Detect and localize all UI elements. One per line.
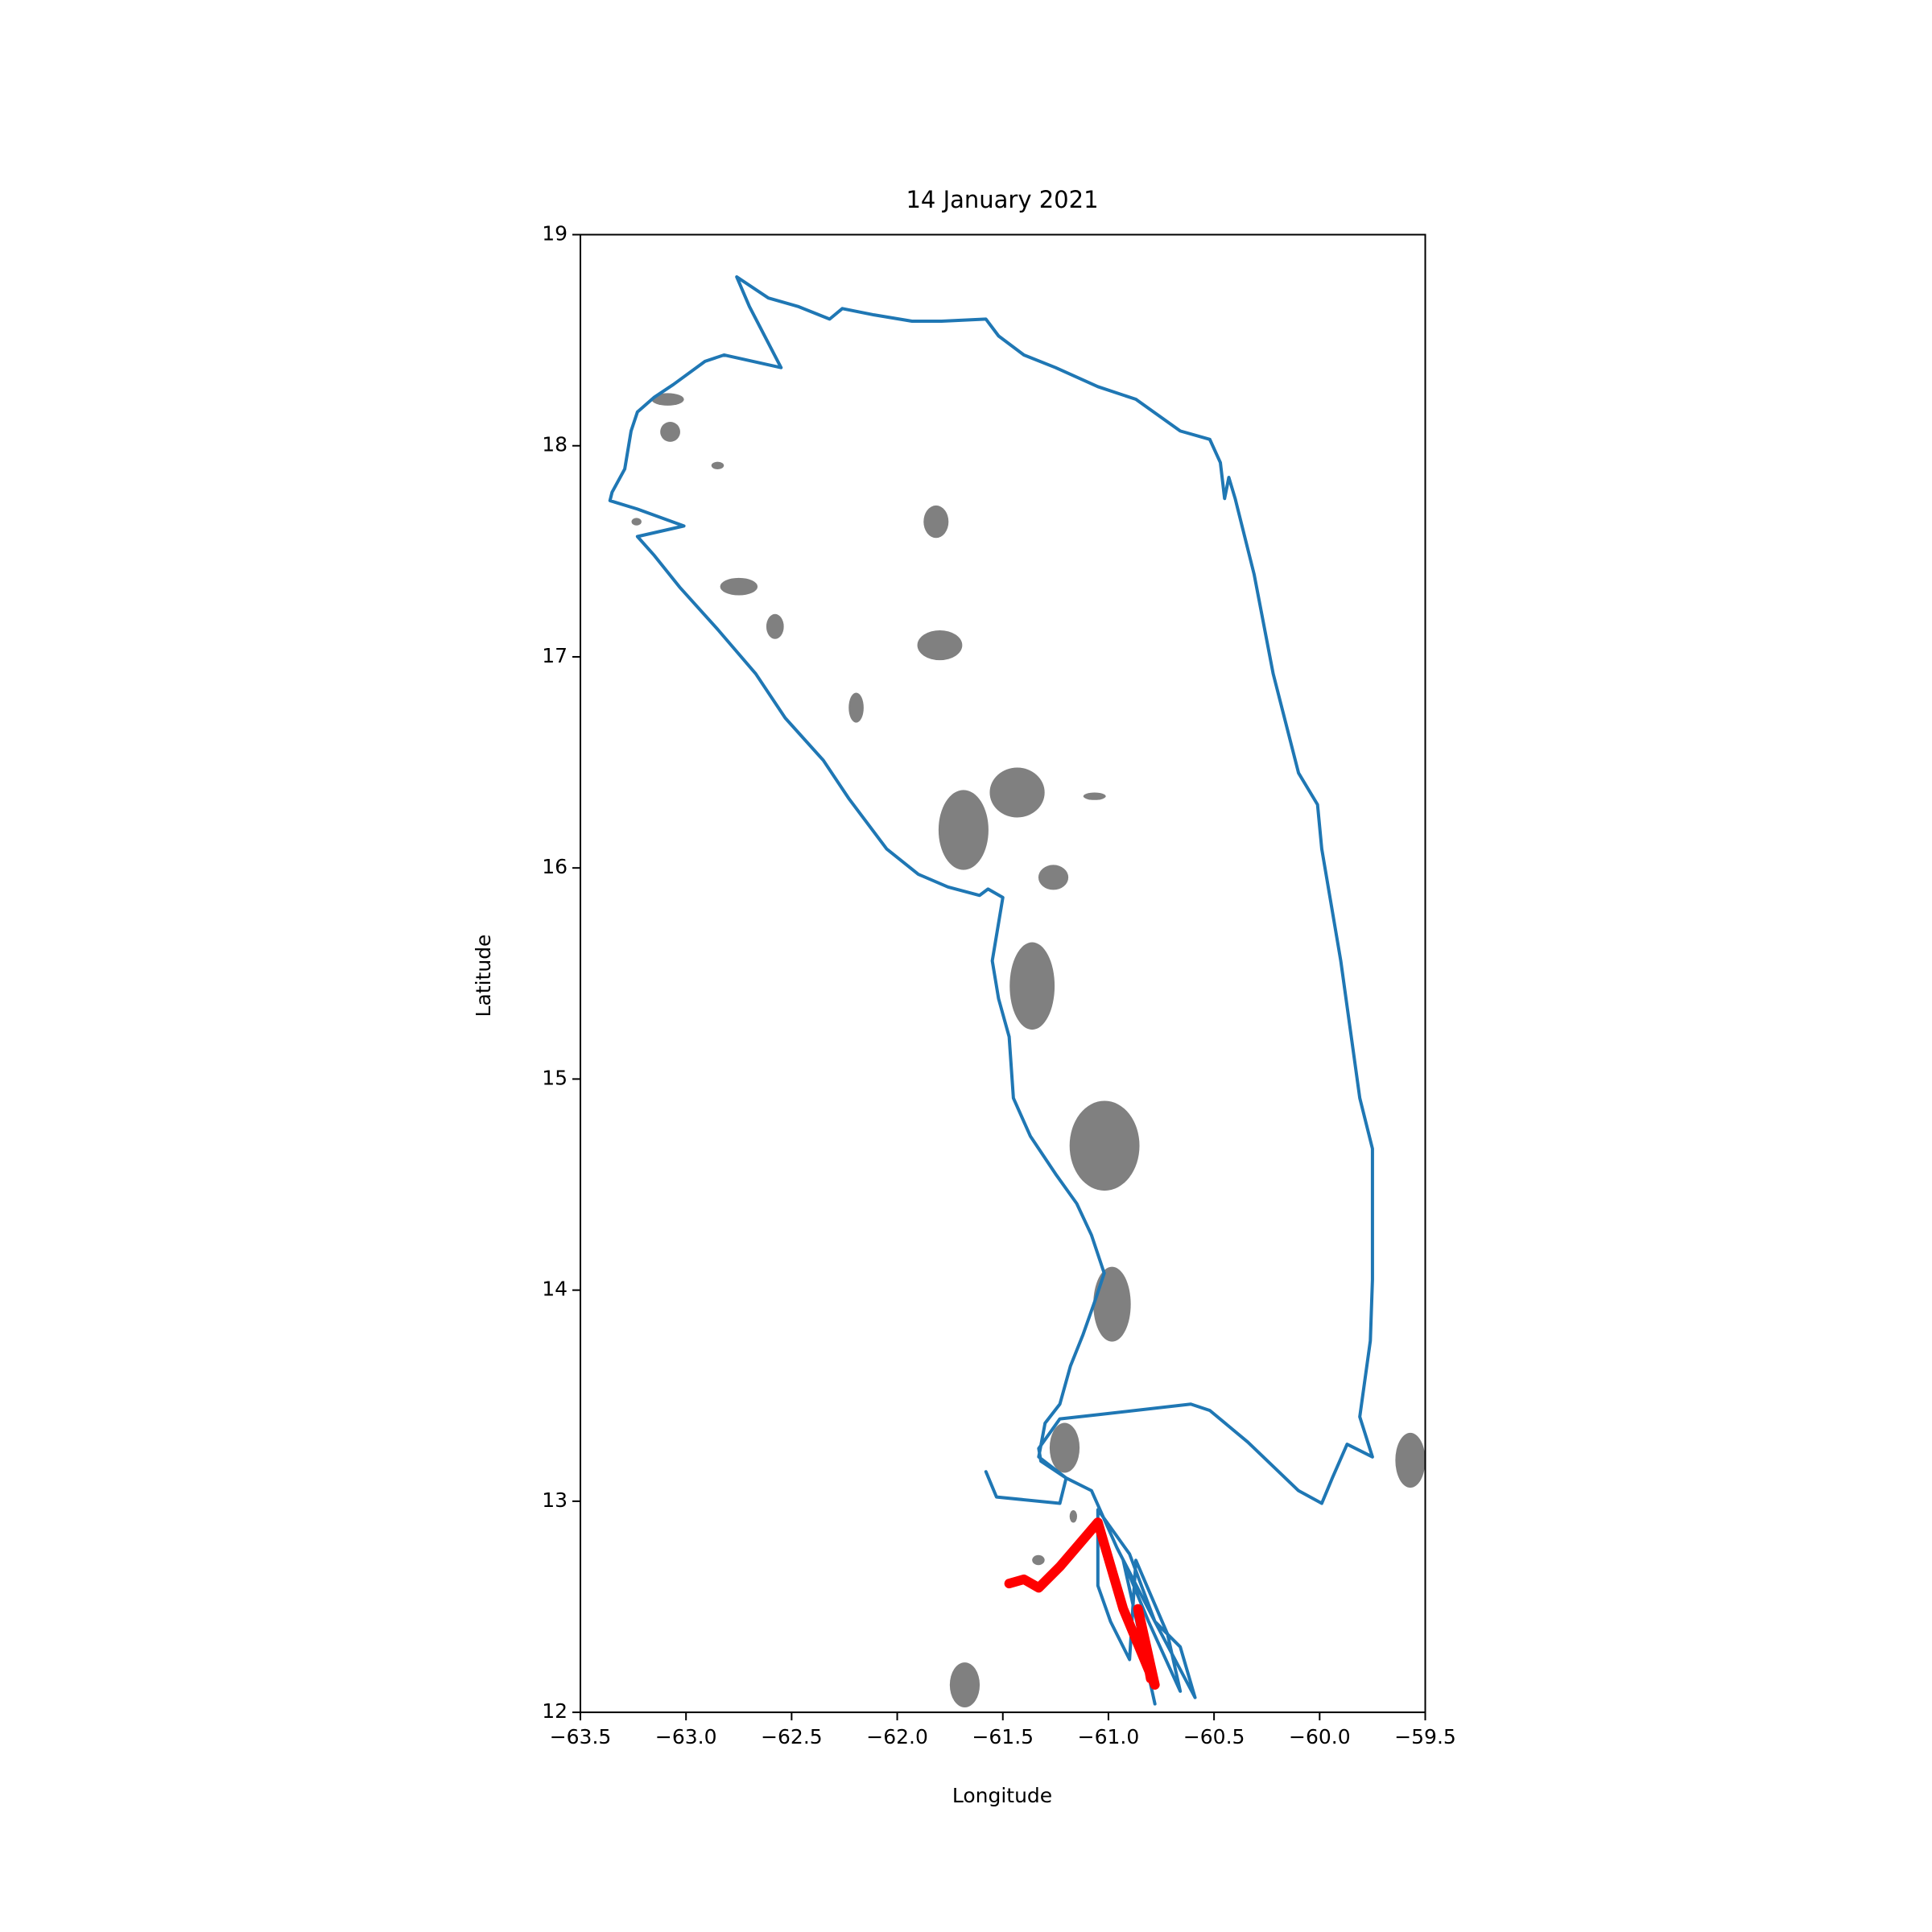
island <box>631 518 642 526</box>
island <box>1069 1509 1077 1523</box>
island <box>1093 1266 1131 1342</box>
x-tick-label: −62.5 <box>761 1725 823 1748</box>
x-tick-label: −60.0 <box>1289 1725 1351 1748</box>
island <box>1032 1554 1045 1566</box>
x-axis-label: Longitude <box>952 1784 1052 1807</box>
chart-title: 14 January 2021 <box>906 186 1098 213</box>
y-tick-label: 12 <box>542 1699 568 1723</box>
island <box>1038 865 1069 890</box>
x-tick-label: −60.5 <box>1183 1725 1245 1748</box>
island <box>651 393 684 406</box>
island <box>848 692 864 723</box>
x-tick-label: −63.0 <box>655 1725 717 1748</box>
y-tick-label: 16 <box>542 855 568 878</box>
x-tick-label: −61.5 <box>972 1725 1034 1748</box>
island <box>720 577 758 596</box>
island <box>989 767 1045 818</box>
x-tick-label: −61.0 <box>1078 1725 1140 1748</box>
island <box>766 613 784 639</box>
x-tick-label: −63.5 <box>550 1725 612 1748</box>
island <box>1069 1100 1140 1191</box>
island <box>1083 792 1106 800</box>
y-tick-label: 13 <box>542 1488 568 1512</box>
island <box>1395 1432 1426 1488</box>
x-tick-label: −59.5 <box>1394 1725 1456 1748</box>
y-axis-label: Latitude <box>472 935 495 1018</box>
island <box>917 630 963 661</box>
island <box>1009 942 1055 1030</box>
y-tick-label: 17 <box>542 644 568 667</box>
island <box>660 422 680 442</box>
island <box>923 505 949 539</box>
y-tick-label: 15 <box>542 1066 568 1089</box>
y-tick-label: 18 <box>542 433 568 456</box>
highlight-line <box>1004 1517 1160 1690</box>
island <box>1049 1422 1080 1473</box>
y-tick-label: 14 <box>542 1278 568 1301</box>
y-tick-label: 19 <box>542 222 568 246</box>
island <box>949 1662 980 1707</box>
track-line <box>608 275 1374 1706</box>
land <box>631 393 1426 1707</box>
x-tick-label: −62.0 <box>866 1725 928 1748</box>
islands <box>631 393 1426 1707</box>
island <box>938 790 989 870</box>
island <box>711 461 724 469</box>
